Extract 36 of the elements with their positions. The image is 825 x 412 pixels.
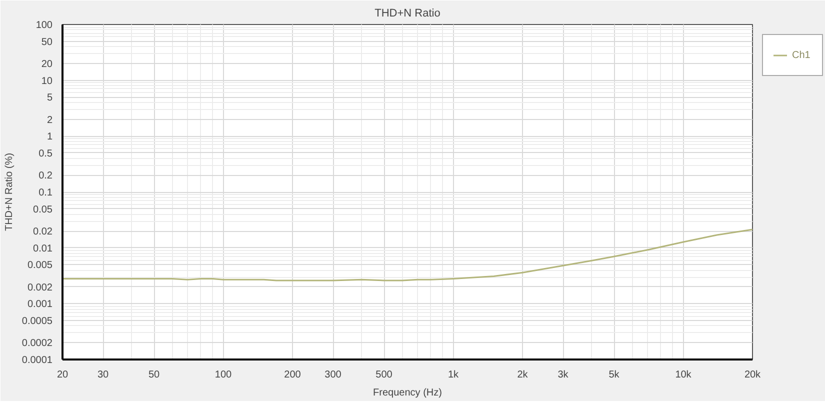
y-tick-label: 50 <box>41 36 53 48</box>
x-tick-label: 50 <box>148 370 160 380</box>
y-tick-label: 1 <box>46 132 53 143</box>
x-tick-label: 100 <box>214 370 232 380</box>
y-axis-title: THD+N Ratio (%) <box>4 152 15 232</box>
y-tick-label: 0.05 <box>33 204 53 216</box>
y-tick-label: 0.005 <box>27 260 53 272</box>
y-tick-label: 0.2 <box>38 170 53 182</box>
x-tick-label: 30 <box>97 370 109 380</box>
y-tick-label: 0.002 <box>27 282 53 294</box>
y-tick-label: 0.02 <box>33 226 53 238</box>
y-tick-label: 100 <box>36 20 53 31</box>
x-tick-label: 200 <box>284 370 302 380</box>
x-tick-label: 1k <box>448 370 460 380</box>
y-tick-label: 0.0002 <box>22 338 53 350</box>
y-tick-label: 0.0001 <box>22 355 53 366</box>
x-tick-label: 2k <box>517 370 529 380</box>
x-tick-label: 20 <box>56 370 68 380</box>
y-tick-label: 10 <box>41 76 53 87</box>
x-tick-label: 300 <box>324 370 342 380</box>
y-tick-label: 0.01 <box>33 243 53 254</box>
y-tick-label: 20 <box>41 59 53 70</box>
x-tick-label: 500 <box>376 370 393 380</box>
x-tick-label: 5k <box>608 370 620 380</box>
x-tick-label: 10k <box>675 370 692 380</box>
x-axis-title: Frequency (Hz) <box>373 388 442 398</box>
y-tick-label: 5 <box>46 92 53 104</box>
y-tick-label: 0.001 <box>27 299 53 310</box>
x-tick-label: 20k <box>744 370 762 380</box>
y-tick-label: 2 <box>46 114 53 126</box>
legend-label: Ch1 <box>792 50 812 60</box>
x-tick-label: 3k <box>558 370 570 380</box>
y-tick-label: 0.5 <box>38 148 53 160</box>
y-tick-label: 0.0005 <box>22 316 53 327</box>
chart-title: THD+N Ratio <box>374 8 440 20</box>
y-tick-label: 0.1 <box>38 188 53 198</box>
